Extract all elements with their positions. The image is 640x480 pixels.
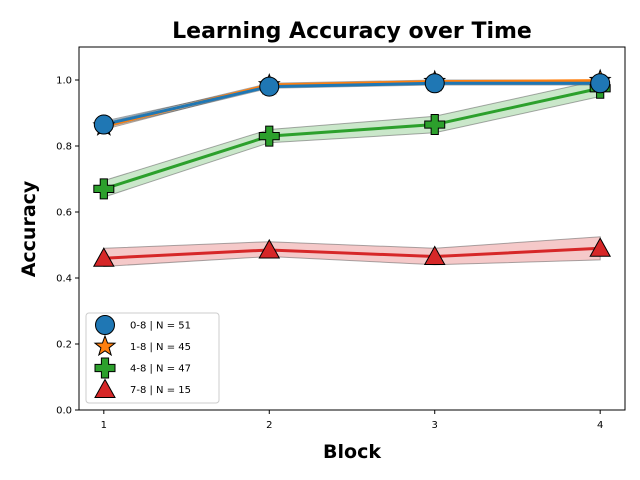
legend-label-1: 0-8 | N = 51 (130, 321, 191, 332)
series-markers (92, 68, 612, 267)
chart-title: Learning Accuracy over Time (172, 19, 532, 44)
x-axis-label: Block (323, 441, 381, 463)
marker-series-4-point-1 (92, 247, 115, 267)
x-tick-label: 3 (432, 420, 438, 431)
marker-series-1-point-1 (93, 114, 114, 135)
x-axis-ticks: 1 2 3 4 (101, 410, 603, 431)
legend-marker-2 (93, 334, 117, 357)
legend-box (85, 312, 220, 404)
x-tick-label: 1 (101, 420, 107, 431)
legend-label-4: 7-8 | N = 15 (130, 385, 191, 396)
y-tick-label: 0.2 (56, 340, 72, 351)
marker-series-1-point-3 (424, 73, 445, 94)
marker-series-4-point-3 (423, 245, 446, 266)
legend: 0-8 | N = 51 1-8 | N = 45 4-8 | N = 47 7-8 … (85, 312, 220, 404)
legend-label-2: 1-8 | N = 45 (130, 342, 191, 353)
marker-series-3-point-2 (258, 125, 280, 147)
marker-series-4-point-4 (589, 237, 612, 257)
marker-series-1-point-2 (259, 76, 280, 97)
ci-band-series-4 (103, 236, 601, 267)
legend-marker-1 (95, 315, 115, 335)
y-tick-label: 0.0 (56, 406, 72, 417)
legend-marker-4 (94, 378, 116, 398)
legend-label-3: 4-8 | N = 47 (130, 364, 191, 375)
plot-frame (78, 46, 626, 411)
marker-series-3-point-3 (424, 114, 446, 136)
y-axis-ticks: 0.0 0.2 0.4 0.6 0.8 1.0 (56, 76, 79, 417)
x-tick-label: 2 (266, 420, 272, 431)
line-series-4 (103, 246, 601, 260)
marker-series-3-point-1 (93, 178, 115, 200)
line-series-1 (103, 81, 601, 127)
marker-series-4-point-2 (258, 238, 281, 259)
y-tick-label: 0.4 (56, 274, 72, 285)
y-tick-label: 1.0 (56, 76, 72, 87)
legend-marker-3 (94, 357, 116, 379)
x-tick-label: 4 (597, 420, 603, 431)
y-axis-label: Accuracy (18, 180, 40, 277)
series-lines (103, 79, 601, 260)
y-tick-label: 0.6 (56, 208, 72, 219)
marker-series-1-point-4 (590, 73, 611, 94)
line-series-3 (103, 86, 601, 191)
y-tick-label: 0.8 (56, 142, 72, 153)
